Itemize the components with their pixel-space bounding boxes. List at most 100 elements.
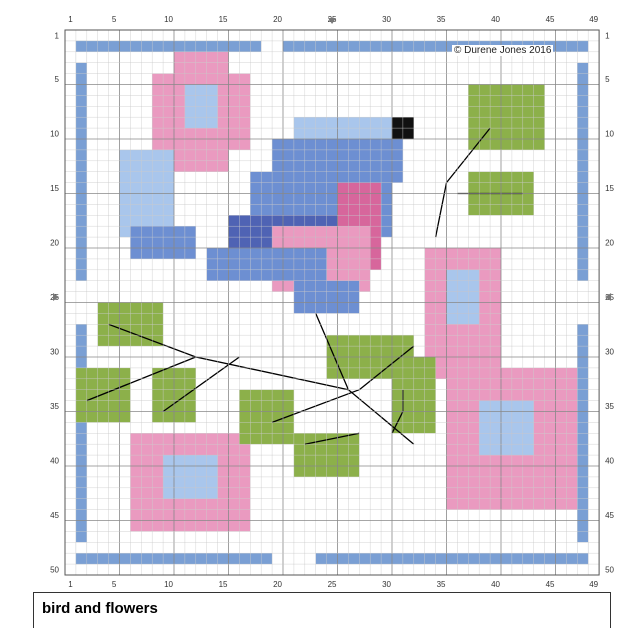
leaf	[490, 139, 501, 150]
leaf	[272, 389, 283, 401]
bird-head	[304, 128, 316, 139]
border-stitch	[75, 106, 87, 118]
bird-wing	[261, 237, 273, 248]
leaf	[108, 335, 120, 347]
flower-petal	[239, 117, 251, 129]
axis-label-left: 1	[55, 31, 60, 40]
flower-petal	[206, 433, 218, 445]
bird-body	[381, 139, 392, 150]
flower-center	[511, 400, 523, 412]
bird-body	[283, 182, 294, 194]
border-stitch	[490, 553, 501, 565]
flower-petal	[195, 433, 207, 445]
leaf	[272, 433, 283, 445]
bird-body	[228, 269, 240, 281]
bird-breast	[370, 258, 382, 270]
flower-center	[174, 487, 185, 499]
leaf	[86, 378, 98, 390]
bird-breast	[359, 204, 371, 216]
bird-body	[315, 269, 327, 281]
flower-petal	[490, 466, 501, 477]
flower-petal	[446, 476, 458, 488]
flower-petal	[544, 487, 556, 499]
axis-label-top: 45	[546, 15, 555, 24]
flower-petal	[533, 433, 545, 445]
flower-center	[195, 117, 207, 129]
flower-petal	[206, 498, 218, 510]
border-stitch	[304, 40, 316, 52]
bird-body	[304, 269, 316, 281]
bird-tail	[130, 149, 142, 161]
flower-petal	[446, 433, 458, 445]
flower-petal	[174, 62, 185, 74]
flower-center	[457, 291, 469, 303]
border-stitch	[435, 40, 447, 52]
flower-petal	[424, 335, 436, 347]
flower-petal	[239, 466, 251, 477]
flower-petal	[490, 335, 501, 347]
flower-petal	[566, 389, 578, 401]
axis-label-left: 30	[50, 348, 59, 357]
flower-petal	[479, 466, 491, 477]
flower-petal	[446, 258, 458, 270]
flower-petal	[533, 422, 545, 434]
bird-body	[293, 204, 305, 216]
flower-petal	[479, 258, 491, 270]
backstitch-line	[162, 356, 240, 413]
border-stitch	[97, 40, 109, 52]
leaf	[490, 117, 501, 129]
border-stitch	[424, 40, 436, 52]
bird-body	[304, 149, 316, 161]
leaf	[479, 204, 491, 216]
flower-petal	[435, 335, 447, 347]
bird-body	[326, 139, 338, 150]
flower-petal	[544, 466, 556, 477]
border-stitch	[75, 269, 87, 281]
leaf	[533, 139, 545, 150]
flower-petal	[533, 389, 545, 401]
border-stitch	[577, 237, 589, 248]
leaf	[392, 367, 403, 379]
axis-label-top: 30	[382, 15, 391, 24]
bird-tail	[130, 237, 142, 248]
flower-petal	[446, 367, 458, 379]
flower-center	[479, 444, 491, 456]
border-stitch	[108, 553, 120, 565]
bird-breast	[337, 193, 349, 205]
leaf	[108, 367, 120, 379]
flower-petal	[446, 335, 458, 347]
flower-petal	[174, 51, 185, 63]
border-stitch	[359, 40, 371, 52]
flower-center	[446, 280, 458, 292]
leaf	[326, 466, 338, 477]
bird-tail	[130, 160, 142, 172]
leaf	[75, 411, 87, 423]
flower-petal	[228, 466, 240, 477]
flower-petal	[511, 498, 523, 510]
leaf	[381, 346, 392, 357]
leaf	[119, 313, 131, 325]
flower-center	[163, 455, 174, 466]
leaf	[272, 400, 283, 412]
flower-petal	[468, 400, 480, 412]
leaf	[348, 346, 360, 357]
leaf	[261, 422, 273, 434]
leaf	[490, 84, 501, 96]
bird-belly	[337, 280, 349, 292]
leaf	[468, 117, 480, 129]
bird-tail	[119, 215, 131, 227]
flower-petal	[174, 106, 185, 118]
flower-center	[501, 400, 512, 412]
bird-body	[250, 258, 262, 270]
flower-petal	[424, 346, 436, 357]
leaf	[522, 95, 534, 107]
border-stitch	[424, 553, 436, 565]
flower-center	[501, 444, 512, 456]
flower-center	[195, 95, 207, 107]
flower-petal	[184, 509, 196, 521]
border-stitch	[195, 40, 207, 52]
flower-petal	[141, 476, 153, 488]
flower-petal	[555, 476, 567, 488]
flower-center	[457, 313, 469, 325]
flower-center	[490, 433, 501, 445]
